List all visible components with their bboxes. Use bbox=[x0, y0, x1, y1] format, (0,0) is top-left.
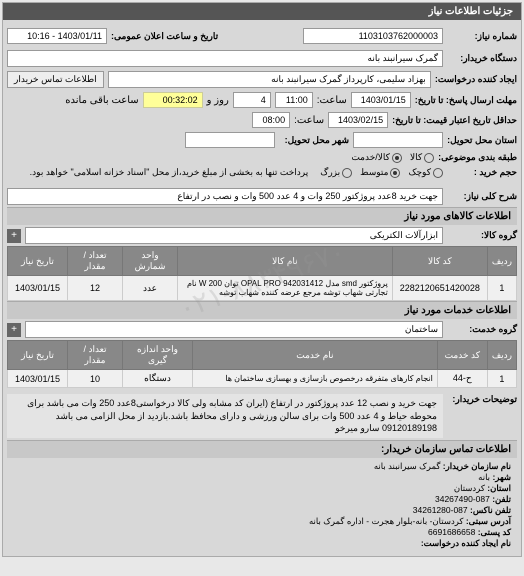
svc-date: 1403/01/15 bbox=[8, 370, 68, 388]
contact-province-row: استان: کردستان bbox=[13, 483, 511, 494]
contact-phone-row: تلفن: 087-34267490 bbox=[13, 494, 511, 505]
req-no-label: شماره نیاز: bbox=[447, 31, 517, 42]
remain-days-field: 4 bbox=[233, 92, 271, 108]
goods-code: 2282120651420028 bbox=[392, 276, 487, 301]
radio-large[interactable] bbox=[342, 168, 352, 178]
goods-expand-button[interactable]: + bbox=[7, 229, 21, 243]
req-no-field: 1103103762000003 bbox=[303, 28, 443, 44]
creator-label: ایجاد کننده درخواست: bbox=[435, 74, 517, 85]
valid-label: حداقل تاریخ اعتبار قیمت: تا تاریخ: bbox=[392, 115, 517, 126]
goods-th-0: ردیف bbox=[487, 247, 516, 276]
goods-group-label: گروه کالا: bbox=[447, 230, 517, 241]
services-table: ردیف کد خدمت نام خدمت واحد اندازه گیری ت… bbox=[7, 340, 517, 388]
radio-small-label: کوچک bbox=[408, 167, 431, 178]
svc-th-4: تعداد / مقدار bbox=[68, 341, 123, 370]
creator-field: بهزاد سلیمی، کارپرداز گمرک سیرانبند بانه bbox=[108, 71, 431, 88]
deadline-label: مهلت ارسال پاسخ: تا تاریخ: bbox=[415, 95, 517, 106]
main-panel: جزئیات اطلاعات نیاز شماره نیاز: 11031037… bbox=[2, 2, 522, 557]
desc-label: توضیحات خریدار: bbox=[447, 394, 517, 405]
goods-date: 1403/01/15 bbox=[8, 276, 68, 301]
services-expand-button[interactable]: + bbox=[7, 323, 21, 337]
package-label: طبقه بندی موضوعی: bbox=[438, 152, 517, 163]
svc-unit: دستگاه bbox=[123, 370, 193, 388]
radio-large-label: بزرگ bbox=[320, 167, 340, 178]
goods-th-1: کد کالا bbox=[392, 247, 487, 276]
goods-name: پروژکتور smd مدل OPAL PRO 942031412 توان… bbox=[178, 276, 393, 301]
package-radio-group: کالا کالا/خدمت bbox=[351, 152, 434, 163]
delivery-city-field bbox=[185, 132, 275, 148]
svc-th-3: واحد اندازه گیری bbox=[123, 341, 193, 370]
contact-requester-row: نام ایجاد کننده درخواست: bbox=[13, 538, 511, 549]
svc-th-1: کد خدمت bbox=[437, 341, 487, 370]
svc-name: انجام کارهای متفرقه درخصوص بازسازی و بهس… bbox=[193, 370, 438, 388]
size-label: حجم خرید : bbox=[447, 167, 517, 178]
payment-note: پرداخت تنها به بخشی از مبلغ خرید،از محل … bbox=[30, 167, 309, 178]
services-group-field: ساختمان bbox=[25, 321, 443, 338]
delivery-province-label: استان محل تحویل: bbox=[447, 135, 517, 146]
remain-days-label: روز و bbox=[207, 95, 229, 106]
valid-date-field: 1403/02/15 bbox=[328, 112, 388, 128]
summary-field: جهت خرید 8عدد پروژکتور 250 وات و 4 عدد 5… bbox=[7, 188, 443, 205]
goods-group-field: ابزارآلات الکتریکی bbox=[25, 227, 443, 244]
radio-khadamat[interactable] bbox=[392, 153, 402, 163]
svc-th-5: تاریخ نیاز bbox=[8, 341, 68, 370]
delivery-province-field bbox=[353, 132, 443, 148]
services-header: اطلاعات خدمات مورد نیاز bbox=[7, 301, 517, 319]
contact-org-row: نام سازمان خریدار: گمرک سیرانبند بانه bbox=[13, 461, 511, 472]
contact-city-row: شهر: بانه bbox=[13, 472, 511, 483]
radio-khadamat-label: کالا/خدمت bbox=[351, 152, 390, 163]
goods-th-5: تاریخ نیاز bbox=[8, 247, 68, 276]
contact-fax-row: تلفن ناکس: 087-34261280 bbox=[13, 505, 511, 516]
svc-idx: 1 bbox=[487, 370, 516, 388]
svc-qty: 10 bbox=[68, 370, 123, 388]
valid-time-field: 08:00 bbox=[252, 112, 290, 128]
goods-th-2: نام کالا bbox=[178, 247, 393, 276]
goods-header: اطلاعات کالاهای مورد نیاز bbox=[7, 207, 517, 225]
buyer-org-field: گمرک سیرانبند بانه bbox=[7, 50, 443, 67]
contact-header: اطلاعات تماس سازمان خریدار: bbox=[7, 440, 517, 458]
goods-table: ردیف کد کالا نام کالا واحد شمارش تعداد /… bbox=[7, 246, 517, 301]
radio-mid[interactable] bbox=[390, 168, 400, 178]
time-label-1: ساعت: bbox=[317, 95, 347, 106]
radio-mid-label: متوسط bbox=[360, 167, 388, 178]
time-label-2: ساعت: bbox=[294, 115, 324, 126]
table-row: 1 2282120651420028 پروژکتور smd مدل OPAL… bbox=[8, 276, 517, 301]
announce-date-field: 1403/01/11 - 10:16 bbox=[7, 28, 107, 44]
remain-label: ساعت باقی مانده bbox=[65, 95, 138, 106]
goods-qty: 12 bbox=[68, 276, 123, 301]
goods-th-4: تعداد / مقدار bbox=[68, 247, 123, 276]
table-row: 1 ح-44 انجام کارهای متفرقه درخصوص بازساز… bbox=[8, 370, 517, 388]
services-group-label: گروه خدمت: bbox=[447, 324, 517, 335]
contact-button[interactable]: اطلاعات تماس خریدار bbox=[7, 71, 104, 88]
size-radio-group: کوچک متوسط بزرگ bbox=[320, 167, 443, 178]
buyer-org-label: دستگاه خریدار: bbox=[447, 53, 517, 64]
radio-kala[interactable] bbox=[424, 153, 434, 163]
deadline-date-field: 1403/01/15 bbox=[351, 92, 411, 108]
contact-post-row: کد پستی: 6691686658 bbox=[13, 527, 511, 538]
delivery-city-label: شهر محل تحویل: bbox=[279, 135, 349, 146]
panel-title: جزئیات اطلاعات نیاز bbox=[3, 3, 521, 20]
announce-date-label: تاریخ و ساعت اعلان عمومی: bbox=[111, 31, 218, 42]
radio-kala-label: کالا bbox=[410, 152, 422, 163]
goods-idx: 1 bbox=[487, 276, 516, 301]
deadline-time-field: 11:00 bbox=[275, 92, 313, 108]
goods-th-3: واحد شمارش bbox=[123, 247, 178, 276]
contact-addr-row: آدرس سبتی: کردستان- بانه-بلوار هجرت - اد… bbox=[13, 516, 511, 527]
goods-unit: عدد bbox=[123, 276, 178, 301]
svc-th-0: ردیف bbox=[487, 341, 516, 370]
summary-label: شرح کلی نیاز: bbox=[447, 191, 517, 202]
desc-text: جهت خرید و نصب 12 عدد پروژکتور در ارتفاع… bbox=[7, 394, 443, 438]
svc-code: ح-44 bbox=[437, 370, 487, 388]
radio-small[interactable] bbox=[433, 168, 443, 178]
remain-time-field: 00:32:02 bbox=[143, 92, 203, 108]
svc-th-2: نام خدمت bbox=[193, 341, 438, 370]
